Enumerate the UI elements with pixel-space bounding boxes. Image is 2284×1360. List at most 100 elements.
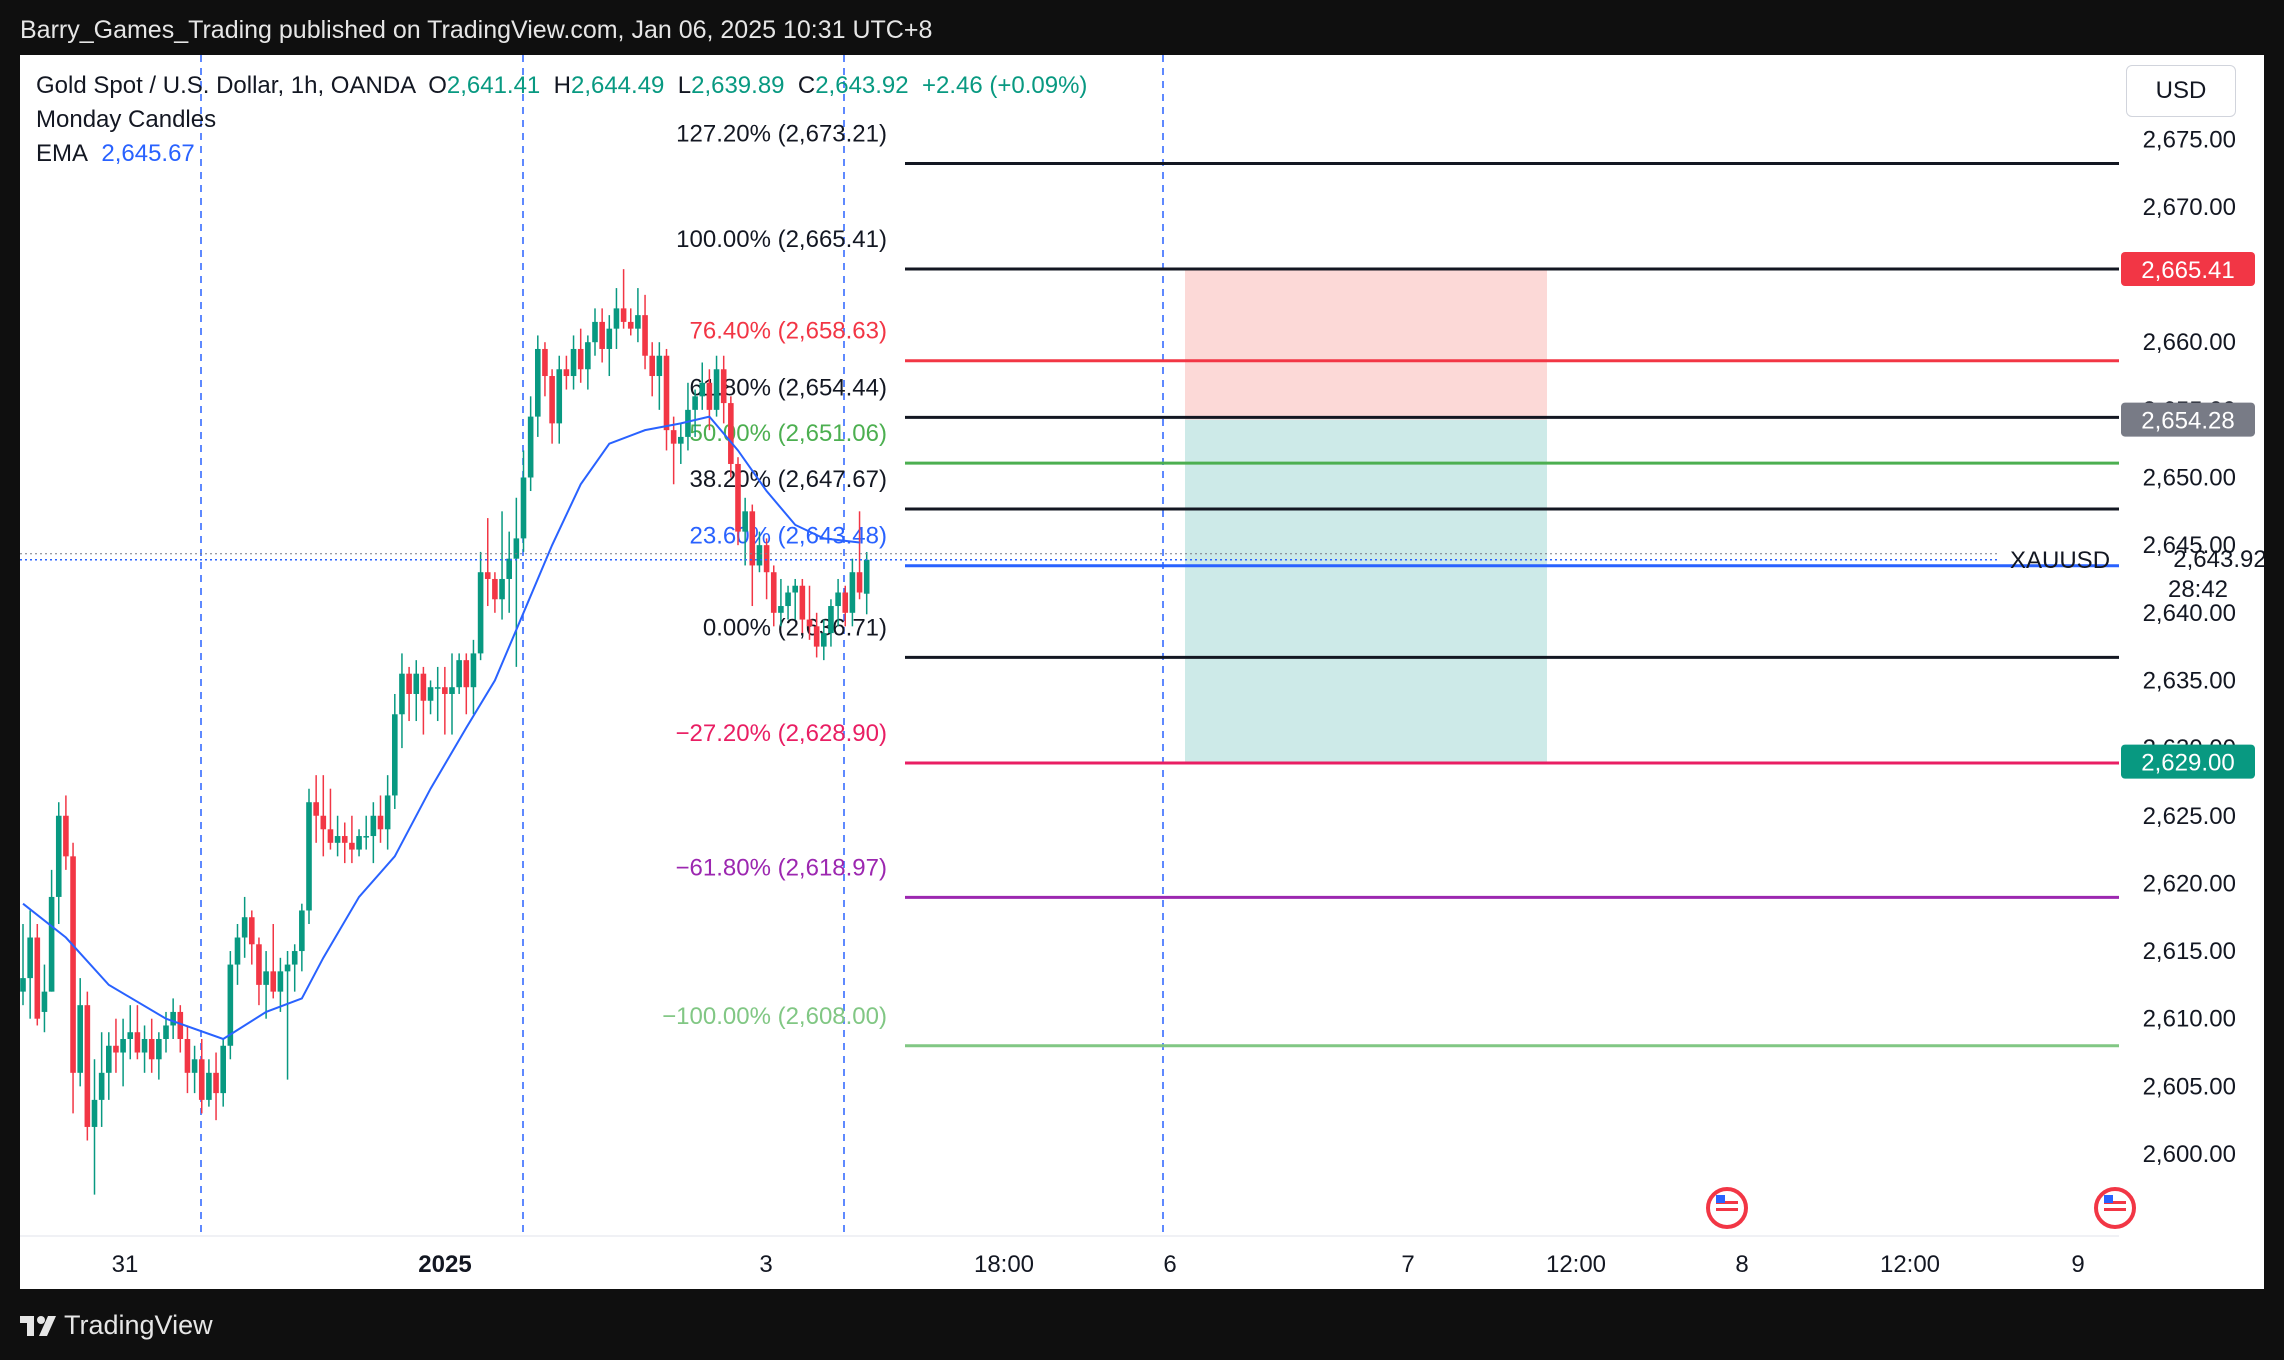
candle-body	[484, 572, 491, 579]
candle-body	[313, 802, 319, 816]
candle-body	[327, 829, 334, 843]
y-axis-tick: 2,645.00	[2143, 532, 2236, 559]
candle-body	[141, 1038, 148, 1053]
candle-body	[284, 964, 291, 972]
candle-body	[306, 802, 312, 911]
fib-level-label: −27.20% (2,628.90)	[676, 720, 888, 747]
candle-body	[599, 321, 605, 349]
candle-body	[563, 369, 570, 377]
candle-body	[320, 815, 327, 830]
candle-body	[291, 951, 298, 965]
indicator-label: Monday Candles	[36, 106, 217, 133]
close-value: 2,643.92	[815, 72, 909, 99]
low-value: 2,639.89	[691, 72, 785, 99]
candle-body	[456, 660, 462, 688]
candle-body	[835, 592, 841, 607]
chart-panel[interactable]: 127.20% (2,673.21) 100.00% (2,665.41) 76.4…	[20, 55, 2264, 1289]
candle-body	[156, 1038, 162, 1060]
us-flag-stripe	[1716, 1208, 1738, 1211]
candle-body	[542, 348, 548, 377]
candle-body	[277, 971, 284, 992]
candle-body	[55, 815, 62, 897]
candle-body	[163, 1025, 169, 1039]
candle-body	[363, 836, 369, 838]
candle-body	[492, 578, 498, 600]
symbol-label: XAUUSD	[2010, 547, 2110, 574]
candle-body	[749, 511, 756, 566]
candle-body	[170, 1011, 176, 1026]
candle-body	[613, 308, 620, 329]
candle-body	[763, 545, 770, 573]
candle-body	[263, 971, 269, 985]
candle-body	[556, 369, 563, 424]
price-badge	[2121, 252, 2255, 287]
us-flag-stripe	[2104, 1208, 2126, 1211]
candle-body	[91, 1099, 98, 1127]
indicator-monday-candles[interactable]: Monday Candles	[36, 103, 1087, 137]
candle-body	[413, 673, 420, 694]
candle-body	[527, 416, 534, 478]
candle-body	[635, 315, 641, 329]
candle-body	[742, 511, 748, 532]
candle-body	[549, 376, 555, 424]
price-badge-text: 2,654.28	[2141, 408, 2234, 435]
candle-body	[234, 937, 241, 965]
candle-body	[735, 463, 741, 532]
candle-body	[70, 856, 76, 1073]
tradingview-logo[interactable]: TradingView	[20, 1310, 213, 1341]
candle-body	[27, 937, 33, 979]
indicator-ema[interactable]: EMA 2,645.67	[36, 137, 1087, 171]
x-axis-tick: 12:00	[1880, 1251, 1940, 1278]
candle-body	[48, 896, 55, 992]
y-axis-tick: 2,625.00	[2143, 803, 2236, 830]
price-badge-text: 2,665.41	[2141, 257, 2234, 284]
candle-body	[177, 1011, 184, 1039]
candle-body	[577, 348, 584, 370]
candle-body	[406, 673, 412, 694]
candle-body	[570, 348, 577, 377]
candle-body	[656, 355, 663, 377]
candle-body	[785, 592, 791, 607]
candle-body	[249, 917, 255, 945]
candle-body	[349, 842, 355, 850]
countdown-text: 28:42	[2168, 576, 2228, 603]
x-axis-tick: 6	[1163, 1251, 1176, 1278]
candle-body	[198, 1059, 205, 1100]
y-axis-tick: 2,620.00	[2143, 870, 2236, 897]
symbol-title[interactable]: Gold Spot / U.S. Dollar, 1h, OANDA	[36, 72, 415, 99]
candle-body	[535, 348, 541, 417]
x-axis-tick: 8	[1735, 1251, 1748, 1278]
y-axis-tick: 2,675.00	[2143, 126, 2236, 153]
currency-button[interactable]: USD	[2126, 65, 2236, 117]
candle-body	[256, 944, 262, 985]
x-axis-tick: 18:00	[974, 1251, 1034, 1278]
candle-body	[520, 477, 527, 539]
fib-level-label: −100.00% (2,608.00)	[662, 1003, 887, 1030]
y-axis-tick: 2,605.00	[2143, 1073, 2236, 1100]
candle-body	[499, 578, 505, 600]
candle-body	[627, 321, 634, 329]
candle-body	[206, 1072, 212, 1100]
footer: TradingView	[0, 1292, 2284, 1360]
candle-body	[713, 369, 720, 410]
candle-body	[227, 964, 234, 1046]
candle-body	[41, 991, 48, 1012]
candle-body	[849, 572, 856, 613]
ema-value: 2,645.67	[101, 140, 195, 167]
y-axis-tick: 2,600.00	[2143, 1141, 2236, 1168]
current-price-text: 2,643.92	[2173, 546, 2264, 573]
candle-body	[34, 937, 41, 1019]
candle-body	[220, 1045, 226, 1094]
candle-body	[134, 1032, 141, 1053]
price-chart[interactable]: 127.20% (2,673.21) 100.00% (2,665.41) 76.4…	[20, 55, 2264, 1289]
price-badge	[2121, 402, 2255, 437]
us-flag-canton	[1716, 1195, 1725, 1203]
candle-body	[370, 815, 377, 837]
candle-body	[720, 369, 727, 404]
candle-body	[392, 714, 398, 796]
candle-body	[585, 342, 591, 370]
published-by-header: Barry_Games_Trading published on Trading…	[0, 0, 2284, 52]
candle-body	[506, 558, 512, 579]
fib-level-label: 76.40% (2,658.63)	[690, 318, 887, 345]
tradingview-logo-icon	[20, 1315, 56, 1336]
